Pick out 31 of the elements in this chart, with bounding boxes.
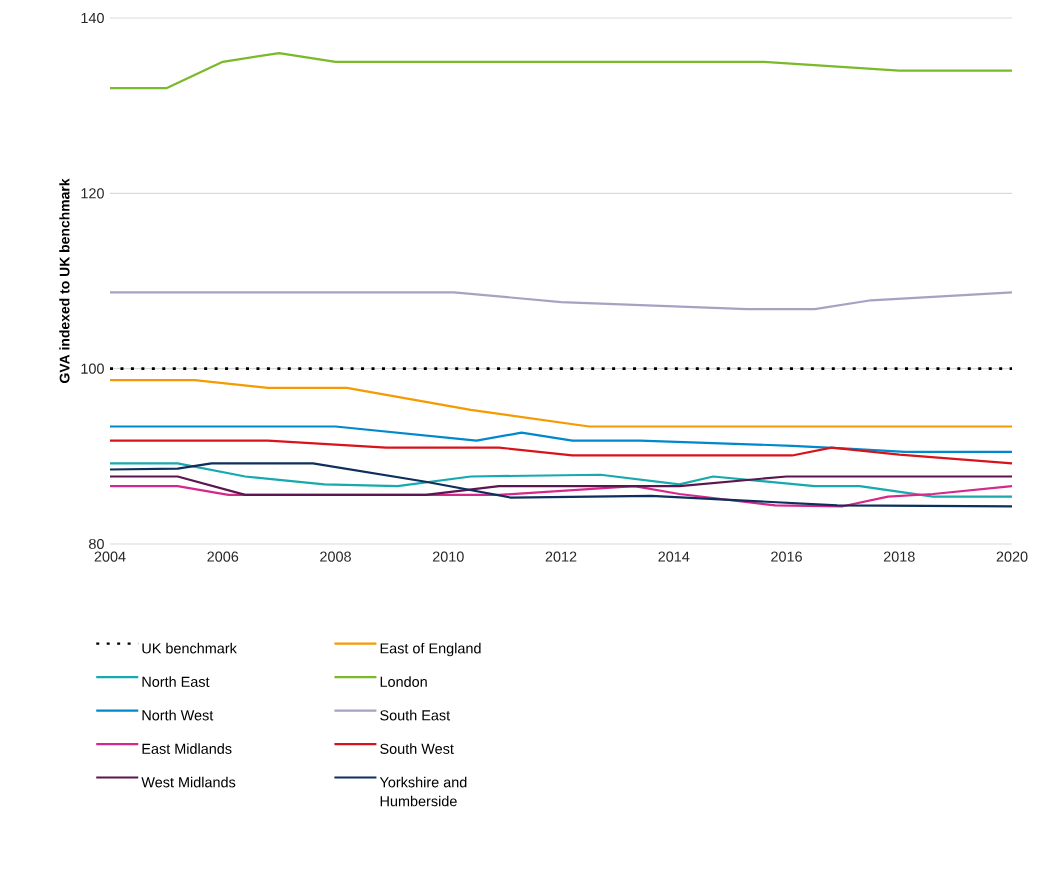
line-series [108,291,1014,311]
y-tick-label: 100 [81,363,104,374]
x-tick-label: 2018 [883,551,915,562]
line-series [108,425,1014,454]
legend-label: Yorkshire and Humberside [379,776,467,807]
legend-label: West Midlands [141,776,236,788]
x-tick-label: 2010 [432,551,464,562]
x-tick-label: 2008 [320,551,351,562]
y-tick-label: 120 [81,188,104,199]
y-tick-label: 140 [81,12,104,24]
legend-label: South West [380,743,454,754]
legend-label: East Midlands [142,743,232,754]
legend-label: East of England [380,642,481,657]
x-tick-label: 2014 [658,551,690,562]
line-series [108,439,1014,465]
y-axis-title: GVA indexed to UK benchmark [59,178,70,383]
legend-label: London [380,676,427,687]
x-tick-label: 2006 [207,551,239,562]
x-tick-label: 2016 [771,551,802,562]
line-series [108,462,1014,498]
x-tick-label: 2012 [545,551,577,562]
y-tick-label: 80 [89,538,104,550]
line-series [108,51,1014,90]
line-series [108,378,1014,428]
line-series [108,462,1014,508]
legend-label: North West [142,709,214,721]
legend-label: North East [142,676,210,687]
legend-label: UK benchmark [142,642,237,654]
legend-label: South East [380,709,451,721]
x-tick-label: 2020 [996,551,1028,562]
x-tick-label: 2004 [94,551,126,562]
